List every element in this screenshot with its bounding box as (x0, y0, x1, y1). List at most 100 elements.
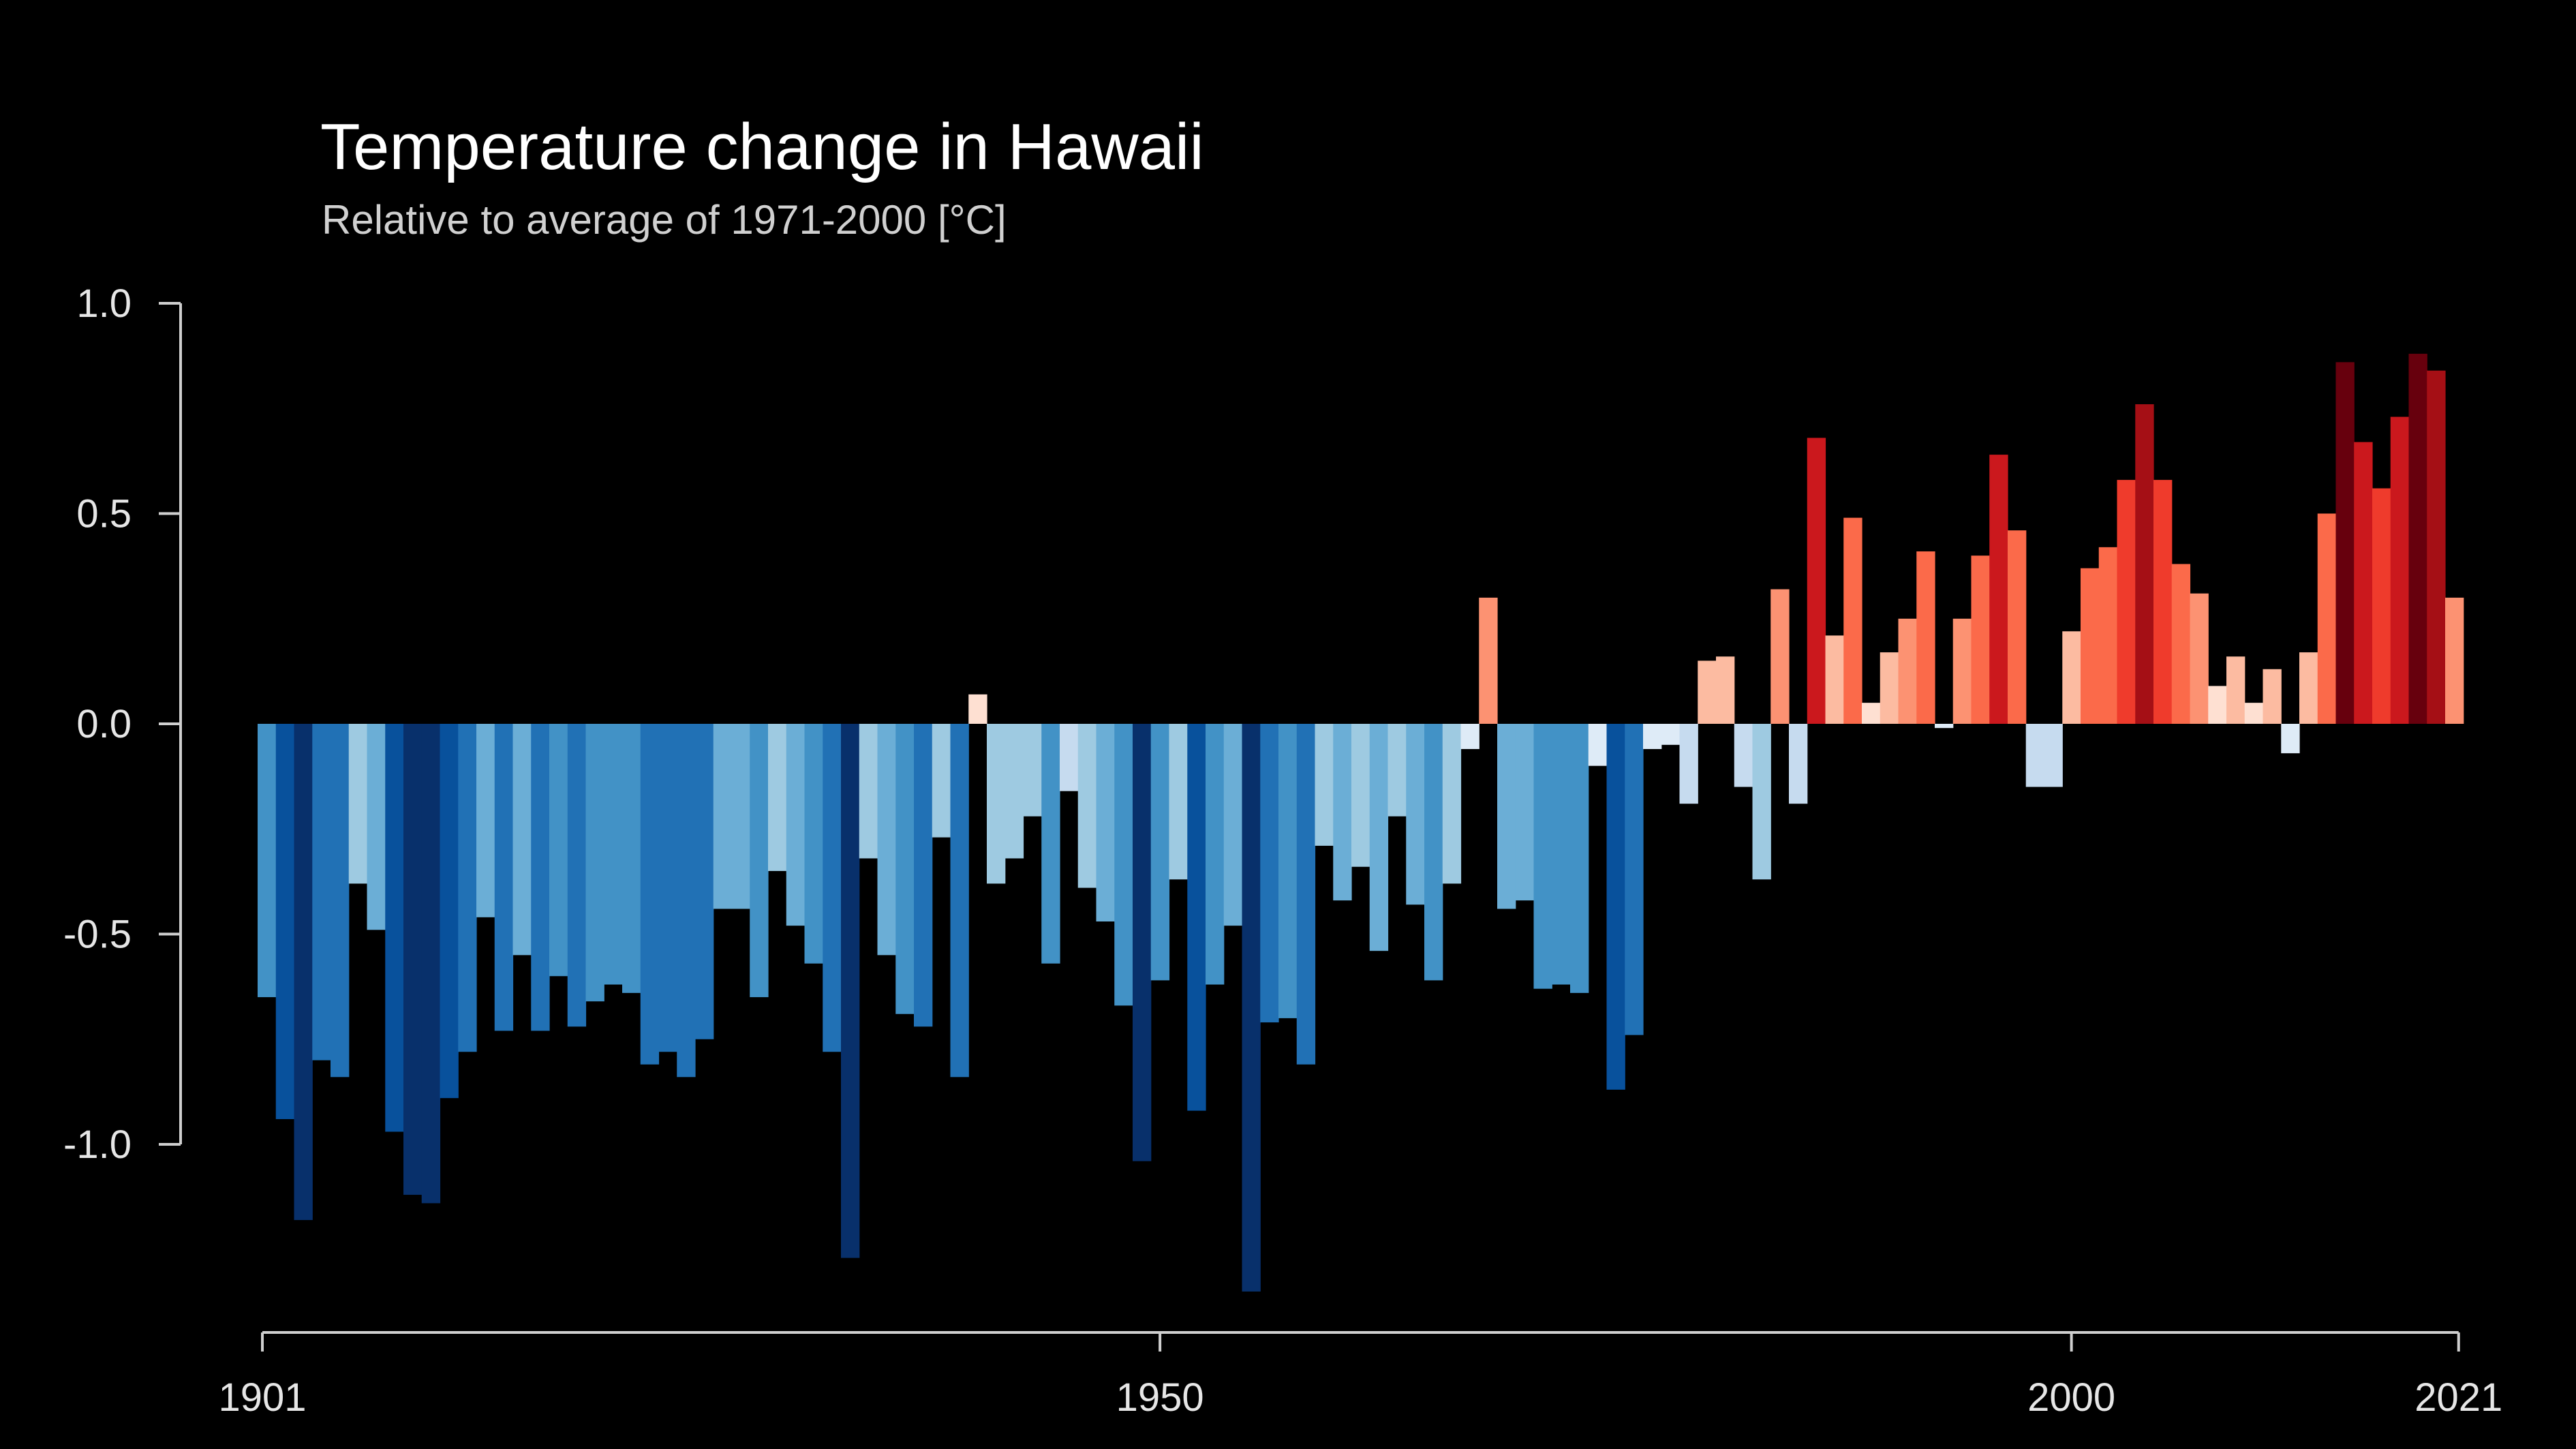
bar-2021 (2445, 597, 2464, 724)
y-tick-label: 0.5 (76, 492, 132, 536)
bar-1978 (1661, 724, 1681, 745)
bar-1902 (275, 724, 295, 1119)
bar-1984 (1770, 589, 1790, 724)
bar-1996 (1989, 455, 2008, 724)
bar-1946 (1077, 724, 1097, 888)
bar-1963 (1387, 724, 1407, 817)
bar-1935 (877, 724, 896, 956)
bar-1919 (585, 724, 604, 1002)
bar-1954 (1223, 724, 1243, 926)
bar-2019 (2408, 354, 2427, 724)
bar-2009 (2226, 656, 2245, 724)
bar-1915 (512, 724, 532, 956)
y-tick-label: 1.0 (76, 281, 132, 326)
bar-1942 (1005, 724, 1024, 859)
bar-1918 (567, 724, 587, 1027)
bar-1934 (859, 724, 878, 859)
bar-1940 (968, 694, 987, 724)
bar-2017 (2372, 488, 2391, 724)
x-tick-label: 2021 (2414, 1375, 2502, 1420)
bar-1933 (841, 724, 860, 1258)
bar-1986 (1807, 438, 1826, 724)
bar-1901 (258, 724, 277, 998)
y-tick-label: 0.0 (76, 702, 132, 746)
bar-1960 (1333, 724, 1352, 901)
bar-1971 (1533, 724, 1552, 989)
bar-1956 (1260, 724, 1279, 1023)
bar-1966 (1442, 724, 1462, 884)
bar-1928 (750, 724, 769, 998)
bar-1972 (1552, 724, 1571, 985)
y-tick-label: -1.0 (63, 1123, 132, 1167)
bar-1975 (1606, 724, 1625, 1090)
bar-1983 (1752, 724, 1771, 880)
bar-1951 (1169, 724, 1188, 880)
bar-1989 (1862, 703, 1881, 724)
bar-2013 (2299, 652, 2318, 724)
bar-1945 (1060, 724, 1079, 791)
y-axis: 1.0 0.5 0.0 -0.5 -1.0 (63, 281, 182, 1167)
bar-1952 (1187, 724, 1206, 1111)
bar-1965 (1424, 724, 1443, 981)
x-tick-label: 1901 (218, 1375, 306, 1420)
y-tick-label: -0.5 (63, 913, 132, 957)
bar-1903 (294, 724, 313, 1221)
bar-1949 (1133, 724, 1152, 1161)
bar-1988 (1843, 517, 1862, 724)
bar-2001 (2081, 568, 2100, 724)
bar-1943 (1023, 724, 1042, 817)
bar-1973 (1570, 724, 1589, 993)
bar-1931 (804, 724, 823, 964)
bar-1997 (2008, 530, 2027, 724)
bar-1957 (1278, 724, 1298, 1018)
bar-1905 (331, 724, 350, 1078)
bar-1990 (1880, 652, 1899, 724)
bar-1958 (1296, 724, 1316, 1065)
bar-1976 (1625, 724, 1644, 1035)
bar-1970 (1515, 724, 1535, 901)
bar-2007 (2190, 593, 2209, 724)
bar-1941 (987, 724, 1006, 884)
bar-1999 (2044, 724, 2063, 787)
bar-1948 (1114, 724, 1133, 1006)
bar-1908 (385, 724, 404, 1132)
bar-1914 (494, 724, 514, 1031)
bars-group (258, 354, 2464, 1292)
bar-1982 (1734, 724, 1753, 787)
bar-1910 (421, 724, 441, 1204)
bar-1921 (622, 724, 641, 993)
bar-1980 (1698, 660, 1717, 724)
bar-2011 (2263, 669, 2282, 724)
bar-1994 (1952, 618, 1972, 724)
bar-2002 (2098, 547, 2118, 724)
bar-2018 (2390, 416, 2410, 724)
bar-1968 (1479, 597, 1498, 724)
bar-2016 (2354, 442, 2373, 724)
bar-1938 (932, 724, 951, 838)
bar-1937 (914, 724, 933, 1027)
bar-2004 (2135, 404, 2154, 724)
bar-1987 (1825, 635, 1844, 724)
chart-subtitle: Relative to average of 1971-2000 [°C] (322, 197, 1007, 243)
bar-1981 (1716, 656, 1735, 724)
bar-2008 (2208, 686, 2227, 724)
bar-1993 (1935, 724, 1954, 729)
bar-1959 (1315, 724, 1334, 846)
bar-1923 (658, 724, 677, 1052)
bar-1947 (1096, 724, 1115, 921)
bar-1922 (640, 724, 660, 1065)
x-tick-label: 1950 (1116, 1375, 1204, 1420)
bar-2003 (2117, 480, 2136, 724)
bar-2015 (2335, 362, 2355, 724)
bar-1909 (403, 724, 423, 1195)
bar-1974 (1588, 724, 1608, 766)
bar-2000 (2062, 631, 2081, 724)
bar-1953 (1206, 724, 1225, 985)
bar-1925 (695, 724, 714, 1039)
bar-1936 (895, 724, 915, 1014)
bar-1932 (823, 724, 842, 1052)
bar-1969 (1497, 724, 1516, 909)
bar-1927 (731, 724, 750, 909)
bar-1904 (312, 724, 331, 1061)
